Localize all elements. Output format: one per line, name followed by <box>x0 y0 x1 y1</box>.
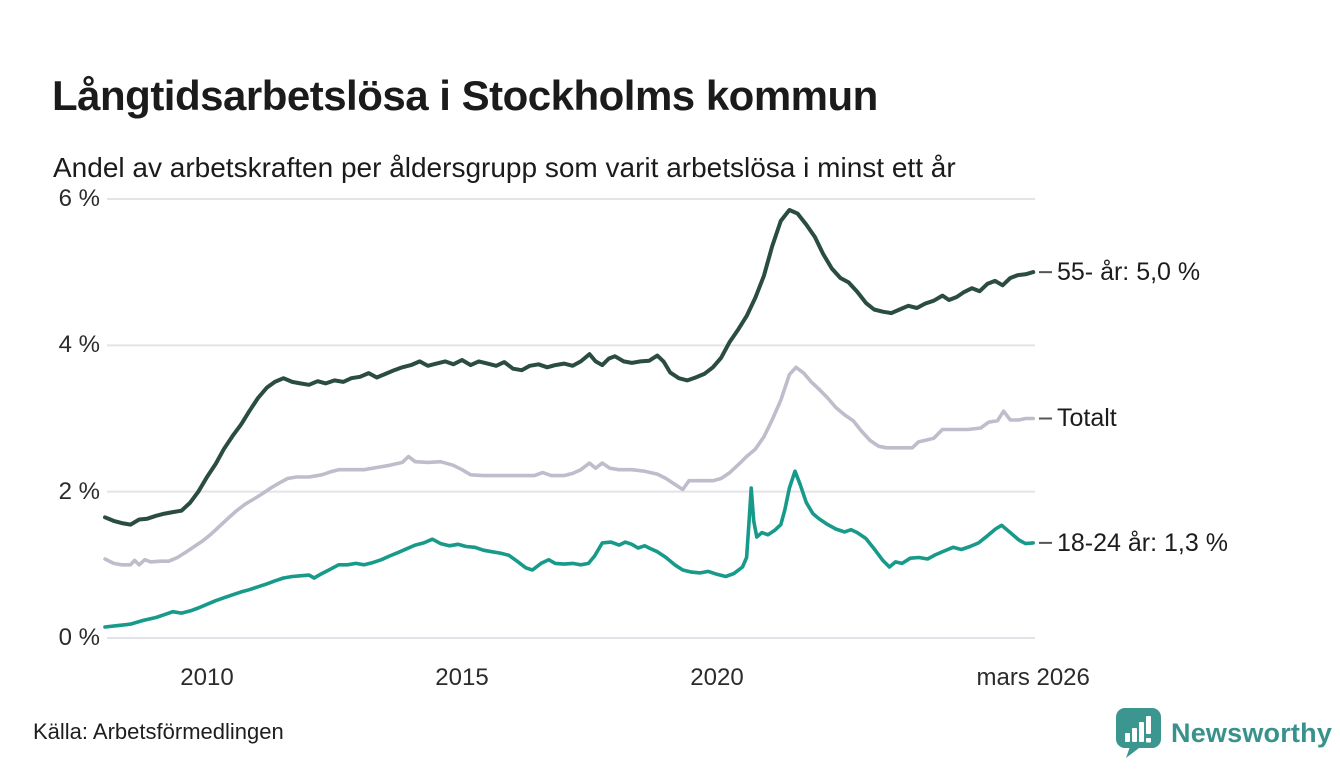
x-tick-label-2010: 2010 <box>180 664 234 691</box>
x-tick-label-2020: 2020 <box>690 664 744 691</box>
page-title: Långtidsarbetslösa i Stockholms kommun <box>52 72 878 120</box>
series-end-label-totalt: Totalt <box>1057 404 1117 433</box>
series-line-1 <box>103 365 1035 567</box>
newsworthy-chart-bubble-icon <box>1116 708 1161 758</box>
newsworthy-logo: Newsworthy <box>1115 707 1332 759</box>
source-caption: Källa: Arbetsförmedlingen <box>33 719 284 744</box>
y-tick-label-2: 2 % <box>58 477 100 505</box>
y-tick-label-0: 0 % <box>58 624 100 651</box>
y-tick-label-6: 6 % <box>58 184 100 212</box>
series-line-2 <box>103 469 1035 629</box>
series-line-0 <box>103 208 1036 527</box>
x-tick-label-2015: 2015 <box>435 664 489 691</box>
series-end-label-55-ar: 55- år: 5,0 % <box>1057 258 1201 287</box>
x-tick-label-mars-2026: mars 2026 <box>976 664 1090 691</box>
y-tick-label-4: 4 % <box>58 331 100 359</box>
series-end-label-18-24-ar: 18-24 år: 1,3 % <box>1057 528 1228 557</box>
chart-subtitle: Andel av arbetskraften per åldersgrupp s… <box>53 152 956 183</box>
newsworthy-wordmark: Newsworthy <box>1171 717 1333 748</box>
